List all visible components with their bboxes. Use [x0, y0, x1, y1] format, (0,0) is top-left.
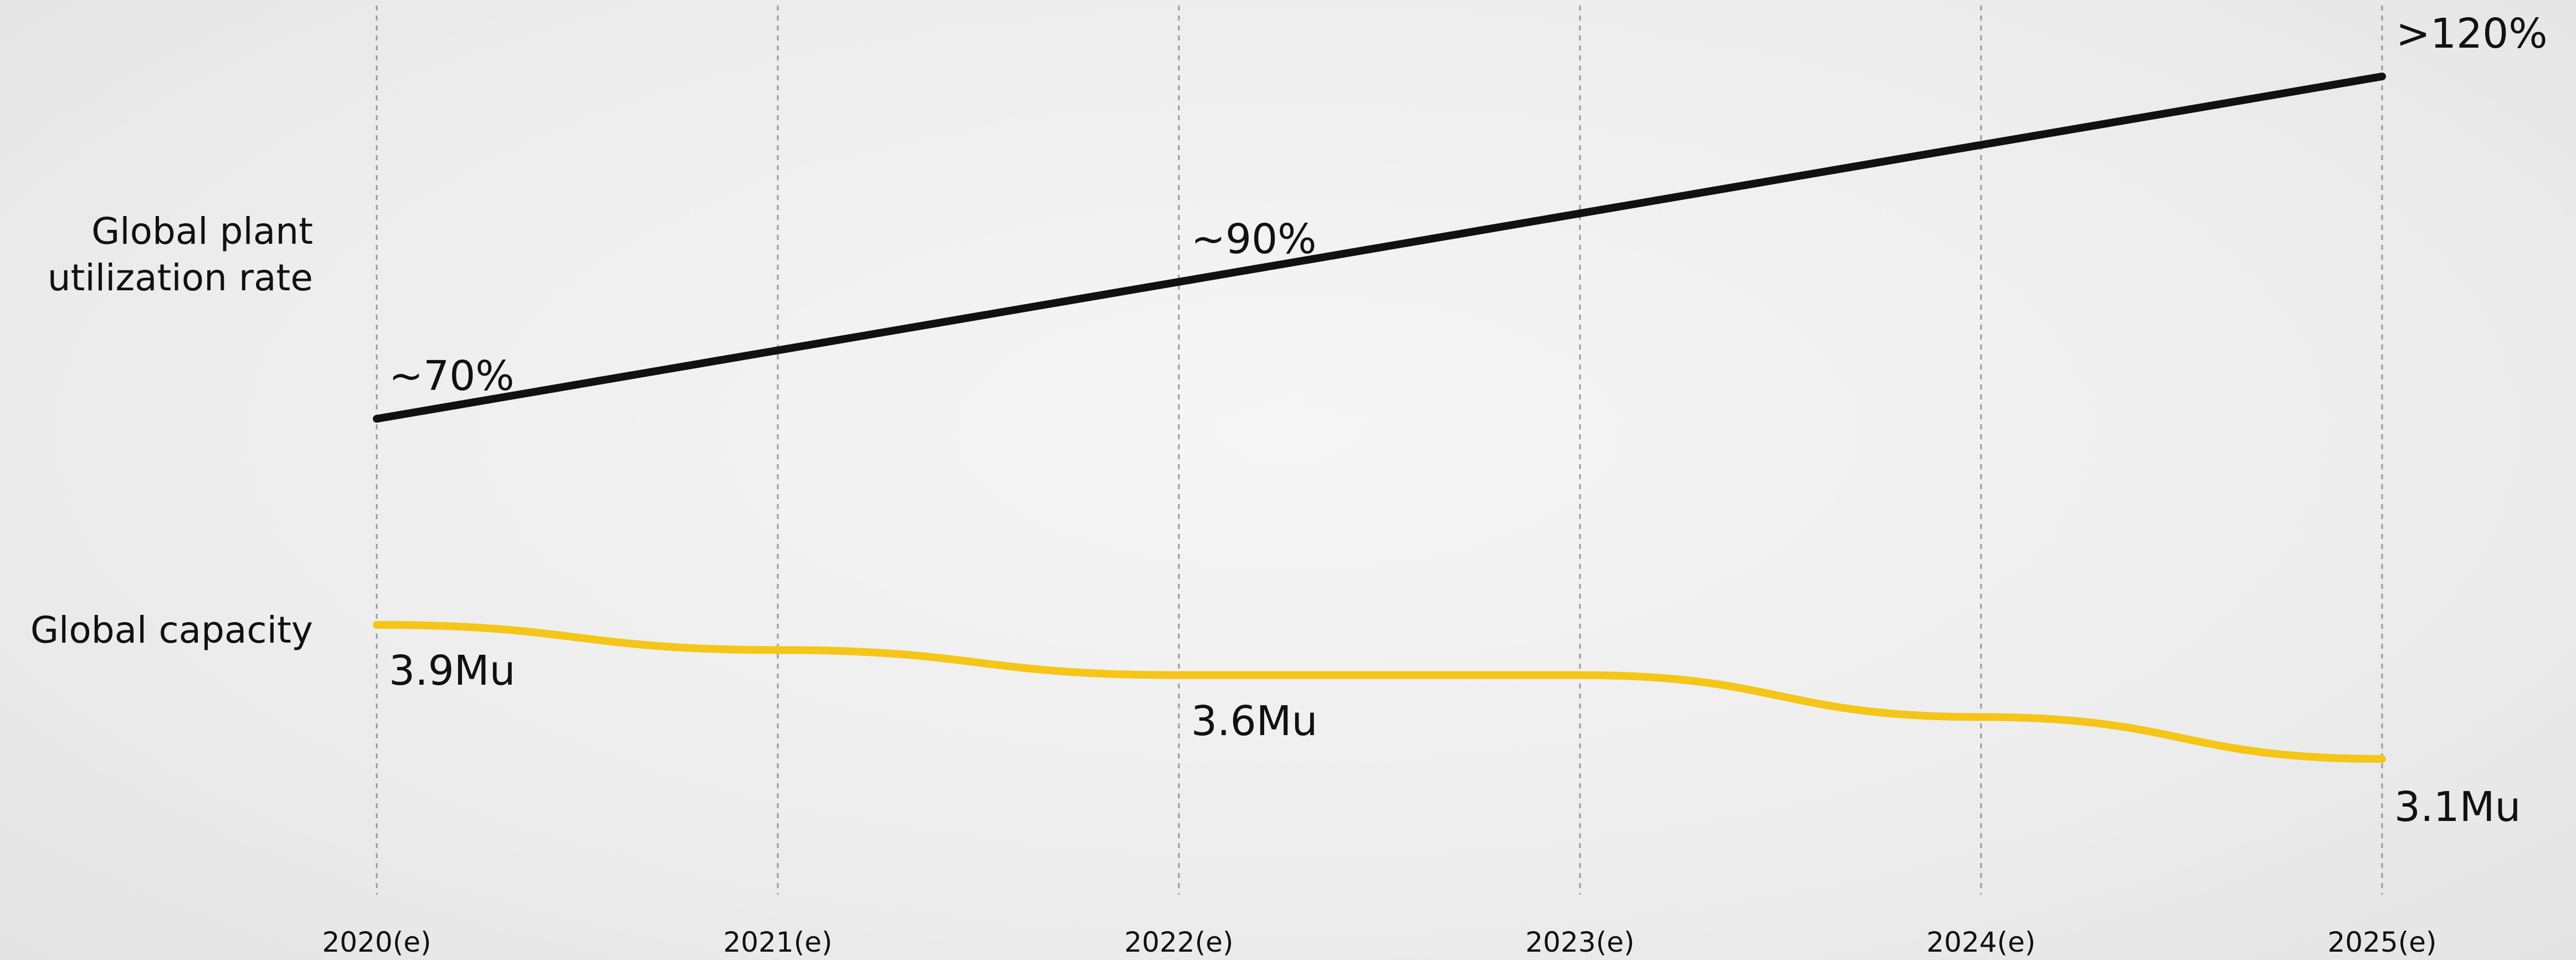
- gridlines: [376, 6, 2383, 895]
- data-label: ~90%: [1191, 215, 1316, 263]
- series-line: [373, 621, 2386, 763]
- x-tick-label: 2023(e): [1525, 926, 1634, 958]
- x-tick-label: 2020(e): [322, 926, 431, 958]
- series-row-label: Global capacity: [30, 609, 313, 651]
- x-tick-label: 2021(e): [723, 926, 832, 958]
- data-label: 3.1Mu: [2394, 783, 2521, 831]
- x-axis-tick-labels: 2020(e) 2021(e) 2022(e) 2023(e) 2024(e) 2025(…: [322, 926, 2436, 958]
- series-line: [373, 73, 2386, 423]
- series-lines: [373, 73, 2386, 763]
- data-labels: ~70% ~90% >120% 3.9Mu 3.6Mu 3.1Mu: [389, 10, 2548, 831]
- x-tick-label: 2024(e): [1926, 926, 2035, 958]
- data-label: 3.6Mu: [1191, 697, 1317, 745]
- row-labels: Global plant utilization rate Global capac…: [30, 210, 313, 651]
- series-row-label: Global plant utilization rate: [48, 210, 313, 299]
- x-tick-label: 2022(e): [1124, 926, 1233, 958]
- x-tick-label: 2025(e): [2327, 926, 2436, 958]
- data-label: 3.9Mu: [389, 647, 515, 695]
- data-label: ~70%: [389, 352, 514, 400]
- data-label: >120%: [2396, 10, 2548, 58]
